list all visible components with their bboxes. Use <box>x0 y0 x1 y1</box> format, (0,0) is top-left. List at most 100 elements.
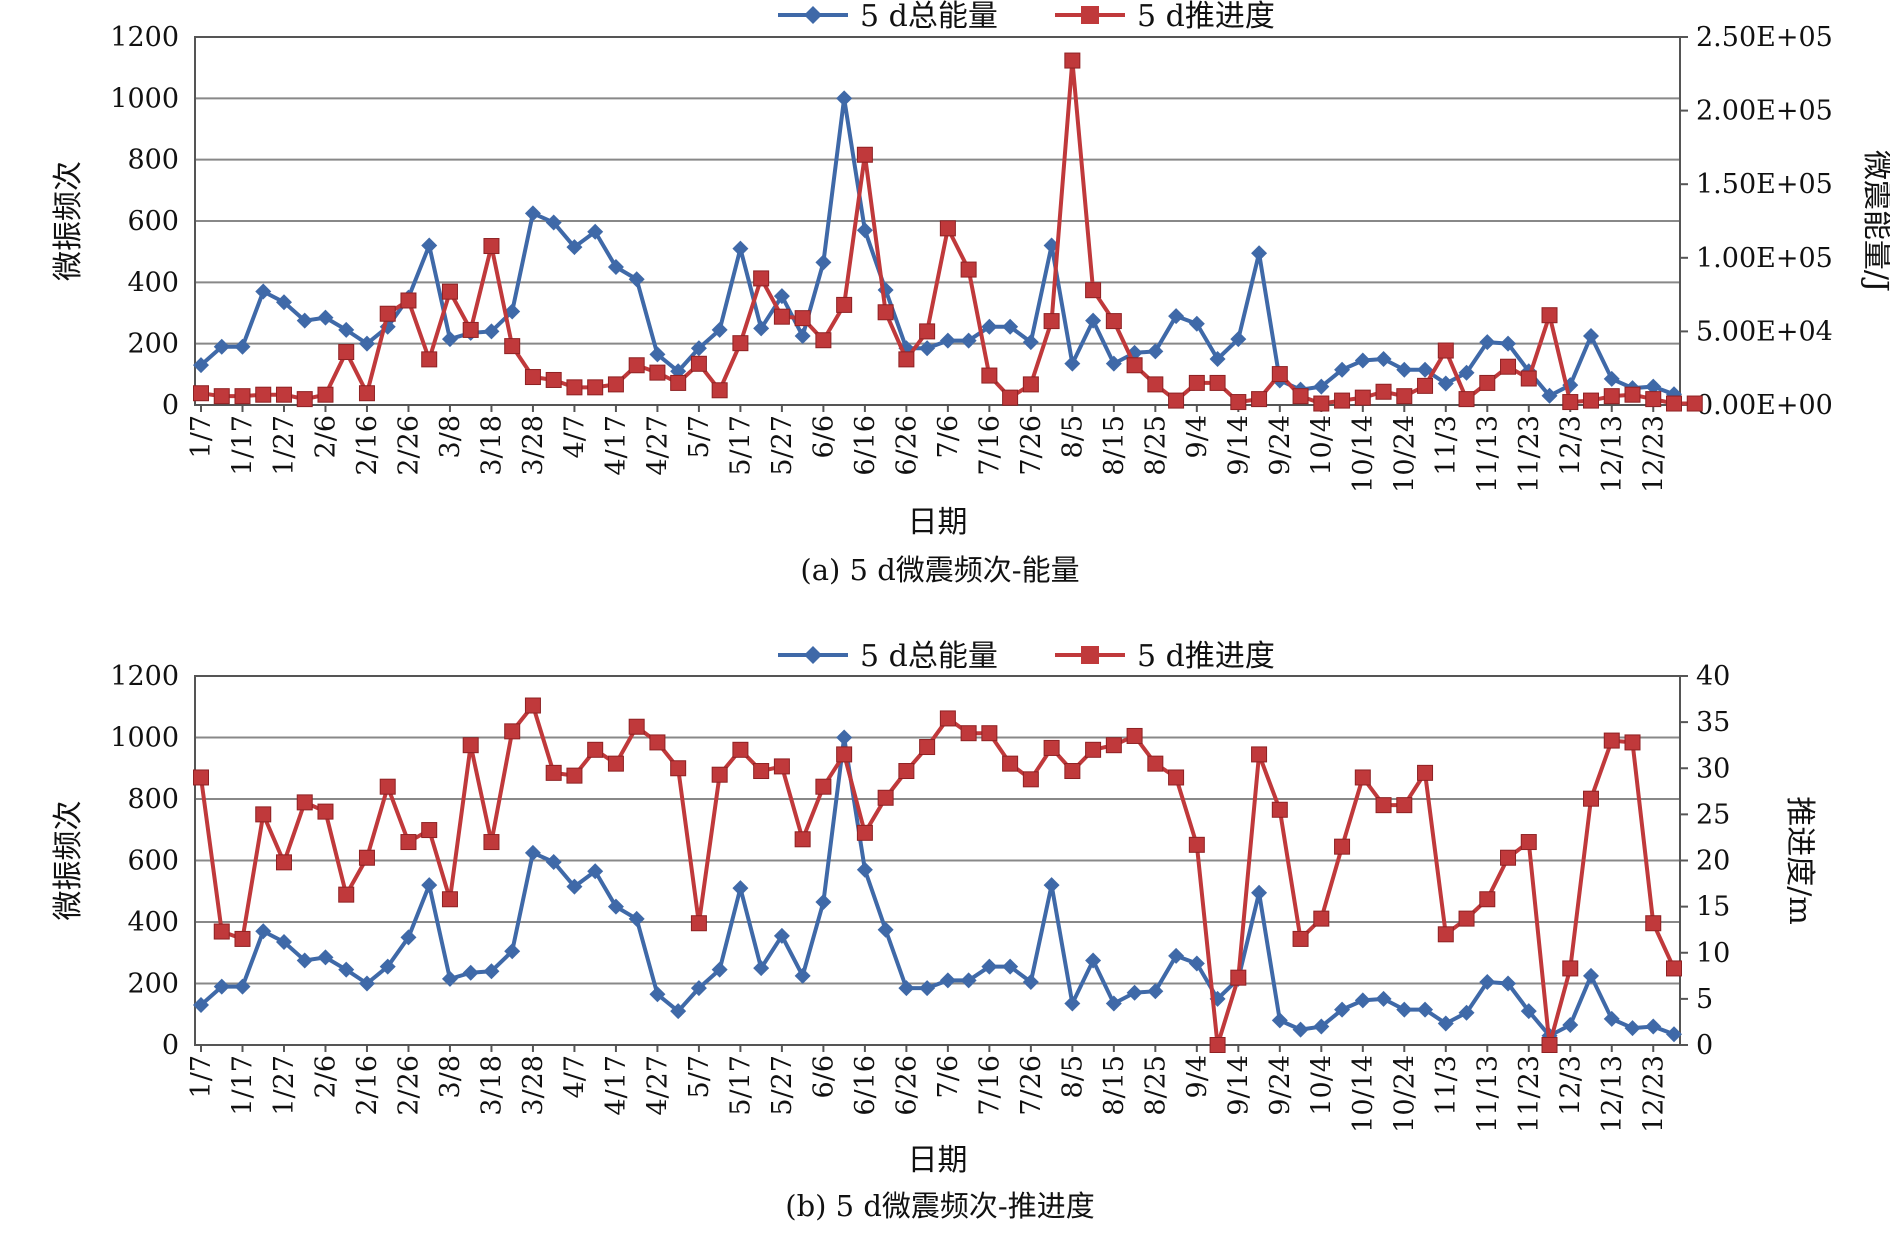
data-point <box>1479 334 1496 351</box>
data-point <box>587 741 604 758</box>
data-point <box>1064 52 1081 69</box>
data-point <box>1520 370 1537 387</box>
x-tick-label: 6/16 <box>850 1055 881 1116</box>
data-point <box>1271 801 1288 818</box>
legend-marker <box>804 6 822 24</box>
caption-a: (a) 5 d微震频次-能量 <box>800 553 1079 587</box>
x-tick-label: 4/7 <box>559 1055 590 1098</box>
y-tick-label: 600 <box>127 206 179 237</box>
data-point <box>732 741 749 758</box>
data-point <box>1396 1001 1413 1018</box>
data-point <box>939 220 956 237</box>
data-point <box>960 725 977 742</box>
data-point <box>338 321 355 338</box>
legend-marker <box>1081 646 1099 664</box>
data-point <box>1583 328 1600 344</box>
series-layer-b <box>193 697 1682 1053</box>
x-tick-label: 3/18 <box>476 415 507 476</box>
x-tick-label: 9/24 <box>1265 415 1296 476</box>
data-point <box>255 806 272 823</box>
data-point <box>504 723 521 740</box>
data-point <box>1645 1018 1662 1035</box>
data-point <box>1500 975 1517 992</box>
legend-a: 5 d总能量 5 d推进度 <box>778 0 1275 34</box>
data-point <box>545 854 562 871</box>
data-point <box>1292 388 1309 405</box>
data-point <box>1375 351 1392 367</box>
y-tick-label: 400 <box>127 267 179 298</box>
y2-tick-label: 0.00E+00 <box>1696 390 1833 421</box>
data-point <box>960 972 977 989</box>
data-point <box>1562 394 1579 411</box>
data-point <box>1645 391 1662 408</box>
data-point <box>1520 1003 1537 1020</box>
x-tick-label: 2/26 <box>393 415 424 476</box>
x-tick-label: 12/3 <box>1555 1055 1586 1116</box>
series-advance <box>193 52 1703 412</box>
data-point <box>1500 849 1517 866</box>
y2-axis-ticks-b: 0 5 10 15 20 25 30 35 40 <box>1680 661 1730 1061</box>
x-tick-label: 4/7 <box>559 415 590 458</box>
y-tick-label: 0 <box>162 390 179 421</box>
chart-panel-a: 0 200 400 600 800 1000 1200 0.00E+00 5.00E+04 1.… <box>51 0 1890 587</box>
legend-label: 5 d推进度 <box>1137 0 1275 34</box>
y2-tick-label: 35 <box>1696 707 1730 738</box>
series-line <box>199 735 1675 1038</box>
data-point <box>504 943 521 960</box>
data-point <box>732 335 749 352</box>
data-point <box>1666 395 1682 412</box>
data-point <box>628 357 645 374</box>
data-point <box>1147 755 1164 772</box>
data-point <box>1313 378 1330 395</box>
x-tick-label: 1/17 <box>227 415 258 476</box>
data-point <box>296 391 313 408</box>
x-tick-label: 3/28 <box>518 415 549 476</box>
data-point <box>296 794 313 811</box>
data-point <box>1458 1004 1475 1021</box>
legend-b: 5 d总能量 5 d推进度 <box>778 639 1275 674</box>
data-point <box>1437 375 1454 392</box>
data-point <box>939 332 956 349</box>
x-tick-label: 3/28 <box>518 1055 549 1116</box>
data-point <box>1043 313 1060 330</box>
x-tick-label: 7/16 <box>974 1055 1005 1116</box>
y2-tick-label: 1.00E+05 <box>1696 243 1833 274</box>
data-point <box>1666 1026 1682 1043</box>
x-tick-label: 5/17 <box>725 415 756 476</box>
data-point <box>524 205 541 222</box>
data-point <box>607 376 624 393</box>
x-tick-label: 11/3 <box>1431 415 1462 476</box>
data-point <box>1479 374 1496 391</box>
x-tick-label: 7/26 <box>1016 1055 1047 1116</box>
data-point <box>1168 769 1185 786</box>
y2-tick-label: 40 <box>1696 661 1730 692</box>
data-point <box>1479 891 1496 908</box>
data-point <box>338 961 355 978</box>
x-tick-label: 11/23 <box>1514 1055 1545 1133</box>
data-point <box>1479 973 1496 990</box>
data-point <box>1271 1012 1288 1029</box>
x-tick-label: 7/6 <box>933 415 964 458</box>
data-point <box>1562 960 1579 977</box>
y2-axis-label-b: 推进度/m <box>1782 796 1817 925</box>
data-point <box>856 824 873 841</box>
data-point <box>794 967 811 984</box>
x-tick-label: 11/23 <box>1514 415 1545 493</box>
data-point <box>815 894 832 911</box>
x-axis-ticks-b: 1/7 1/17 1/27 2/6 2/16 2/26 3/8 3/18 3/28 4/7 4/17… <box>186 1045 1669 1133</box>
x-tick-label: 4/17 <box>601 1055 632 1116</box>
data-point <box>1230 331 1247 348</box>
x-tick-label: 7/6 <box>933 1055 964 1098</box>
x-tick-label: 2/6 <box>310 1055 341 1098</box>
data-point <box>1313 1018 1330 1035</box>
x-tick-label: 2/16 <box>352 415 383 476</box>
data-point <box>1105 313 1122 330</box>
data-point <box>566 379 583 396</box>
data-point <box>1417 764 1434 781</box>
data-point <box>794 831 811 848</box>
data-point <box>338 344 355 361</box>
data-point <box>358 335 375 352</box>
data-point <box>1313 910 1330 927</box>
data-point <box>524 844 541 861</box>
